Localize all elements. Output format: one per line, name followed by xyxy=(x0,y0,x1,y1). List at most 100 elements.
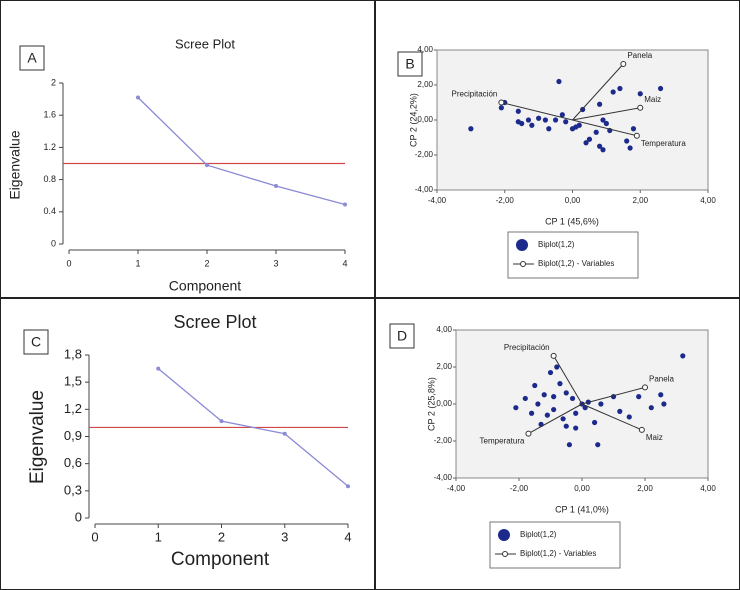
score-point xyxy=(595,442,601,448)
variable-label: Temperatura xyxy=(641,139,686,148)
score-point xyxy=(680,353,686,359)
variable-label: Temperatura xyxy=(480,437,525,446)
score-point xyxy=(525,117,532,123)
score-point xyxy=(583,140,589,146)
panel-letter: A xyxy=(27,50,37,66)
variable-vector xyxy=(572,119,637,137)
legend-label: Biplot(1,2) xyxy=(520,530,557,539)
score-point xyxy=(597,143,603,149)
y-axis-label: CP 2 (24,2%) xyxy=(408,93,418,147)
x-tick-label: 4 xyxy=(344,529,351,544)
score-point xyxy=(630,126,637,132)
eigen-point xyxy=(282,431,287,436)
variable-end xyxy=(525,430,532,437)
score-point xyxy=(569,395,576,402)
y-tick-label: 1,8 xyxy=(64,346,82,361)
x-tick-label: 4 xyxy=(342,258,347,268)
x-tick-label: 0,00 xyxy=(574,484,590,493)
score-point xyxy=(617,408,623,414)
score-point xyxy=(554,364,560,370)
score-point xyxy=(573,425,579,431)
x-axis-label: CP 1 (41,0%) xyxy=(555,504,609,514)
x-tick-label: 2,00 xyxy=(637,484,653,493)
score-point xyxy=(513,405,519,411)
eigen-point xyxy=(205,163,209,168)
score-point xyxy=(657,85,664,92)
panel-letter: D xyxy=(397,328,407,344)
y-tick-label: 0.8 xyxy=(43,174,56,184)
score-point xyxy=(598,401,604,407)
y-tick-label: 0,00 xyxy=(417,115,433,124)
eigen-point xyxy=(343,202,347,207)
score-point xyxy=(592,419,598,426)
y-tick-label: -4,00 xyxy=(434,473,453,482)
y-axis-label: Eigenvalue xyxy=(27,390,48,484)
variable-vector xyxy=(572,107,641,121)
eigen-line xyxy=(157,368,349,487)
legend-marker xyxy=(516,239,528,251)
variable-end xyxy=(633,132,640,139)
variable-end xyxy=(550,352,557,359)
score-point xyxy=(626,414,632,420)
x-tick-label: 1 xyxy=(135,258,140,268)
score-point xyxy=(648,405,654,411)
y-tick-label: 2 xyxy=(51,77,56,87)
eigen-line xyxy=(137,97,346,206)
score-point xyxy=(576,122,582,128)
score-point xyxy=(559,112,565,118)
x-tick-label: 2 xyxy=(204,258,209,268)
score-point xyxy=(552,117,559,123)
score-point xyxy=(546,126,552,132)
y-tick-label: -2,00 xyxy=(434,436,453,445)
score-point xyxy=(573,410,579,416)
x-tick-label: 2 xyxy=(218,529,225,544)
variable-label: Precipitación xyxy=(452,90,498,99)
score-point xyxy=(542,117,549,123)
x-tick-label: -2,00 xyxy=(496,196,515,205)
variable-end xyxy=(620,61,627,67)
score-point xyxy=(563,390,569,396)
score-point xyxy=(547,369,554,376)
x-axis-label: Component xyxy=(169,278,241,294)
y-tick-label: 4,00 xyxy=(417,45,433,54)
variable-label: Precipitación xyxy=(504,343,550,352)
score-point xyxy=(551,394,557,400)
legend-marker xyxy=(498,529,510,541)
variable-end xyxy=(637,104,644,111)
legend-box xyxy=(489,521,621,569)
score-point xyxy=(658,392,664,398)
y-tick-label: 0,3 xyxy=(64,482,82,497)
score-point xyxy=(556,78,562,85)
score-point xyxy=(627,145,633,151)
score-point xyxy=(600,147,606,153)
x-tick-label: 0,00 xyxy=(565,196,581,205)
score-point xyxy=(586,136,593,142)
y-tick-label: 1,5 xyxy=(64,374,82,389)
score-point xyxy=(563,119,569,125)
variable-vector xyxy=(553,355,583,405)
y-tick-label: 1.6 xyxy=(43,110,56,120)
legend-marker xyxy=(502,551,508,557)
y-tick-label: 0,6 xyxy=(64,455,82,470)
score-point xyxy=(661,401,667,407)
panel-letter-box xyxy=(19,45,45,71)
y-axis-label: Eigenvalue xyxy=(7,130,23,199)
x-tick-label: 0 xyxy=(91,529,98,544)
y-tick-label: -4,00 xyxy=(415,185,434,194)
eigen-point xyxy=(136,95,140,100)
variable-label: Maiz xyxy=(644,95,661,104)
y-tick-label: 0,9 xyxy=(64,428,82,443)
score-point xyxy=(603,120,609,127)
score-point xyxy=(560,416,566,422)
legend-label: Biplot(1,2) xyxy=(538,240,575,249)
variable-end xyxy=(642,384,648,391)
y-tick-label: 1,2 xyxy=(64,401,82,416)
x-tick-label: 0 xyxy=(66,258,71,268)
chart-title: Scree Plot xyxy=(175,36,235,51)
x-tick-label: 2,00 xyxy=(632,196,648,205)
score-point xyxy=(637,91,643,97)
y-tick-label: 0,00 xyxy=(436,399,452,408)
y-tick-label: -2,00 xyxy=(415,150,434,159)
score-point xyxy=(617,85,623,92)
